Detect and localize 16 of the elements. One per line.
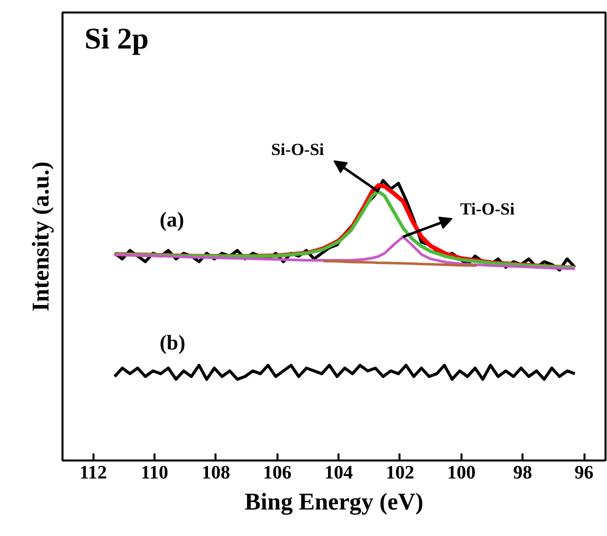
x-tick-label: 104 [324,462,354,484]
x-tick-label: 112 [79,462,107,484]
series-label: (b) [160,330,186,354]
x-tick-label: 98 [513,462,532,484]
x-axis-title: Bing Energy (eV) [244,490,424,516]
text: Si-O-Si [271,140,324,159]
text: Ti-O-Si [460,200,515,219]
x-tick-label: 110 [140,462,168,484]
x-tick-label: 102 [386,462,414,484]
x-tick-label: 106 [262,462,292,484]
y-axis-title: Intensity (a.u.) [28,161,54,312]
chart-title: Si 2p [84,22,149,56]
x-tick-label: 96 [574,462,594,484]
x-tick-label: 108 [202,462,230,484]
series-label: (a) [160,207,184,232]
x-tick-label: 100 [447,462,476,484]
